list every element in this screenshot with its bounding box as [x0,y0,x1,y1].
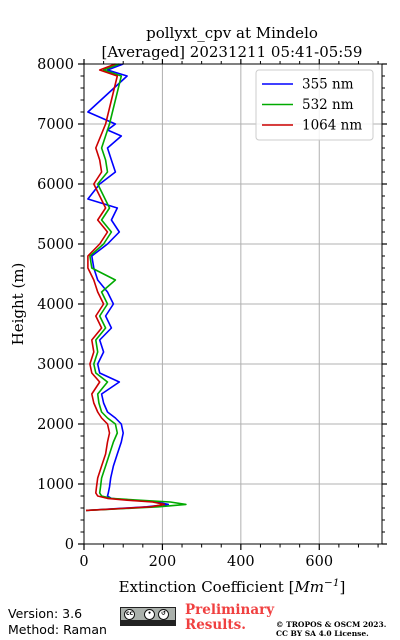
copyright-line1: © TROPOS & OSCM 2023. [276,620,387,629]
cc-badge-strip [121,620,175,625]
x-axis-unit-base: Mm [293,578,324,596]
cc-license-badge: cc • ↺ [120,607,176,626]
by-icon: • [144,609,155,620]
version-text: Version: 3.6 [8,606,83,621]
preliminary-results-note: Preliminary Results. [185,603,274,633]
series-line-532-nm [85,63,187,512]
series-lines [85,63,187,512]
y-tick-label: 7000 [37,117,74,133]
x-tick-label: 0 [79,554,88,570]
x-tick-label: 400 [227,554,255,570]
cc-icon: cc [124,609,135,620]
axis-ticks: 0 200 400 600010002000300040005000600070008… [37,57,387,570]
y-tick-label: 0 [65,537,74,553]
y-tick-label: 6000 [37,177,74,193]
y-tick-label: 8000 [37,57,74,73]
legend: 355 nm 532 nm 1064 nm [255,69,374,141]
y-tick-label: 3000 [37,357,74,373]
legend-label: 1064 nm [302,118,362,134]
x-tick-label: 600 [305,554,333,570]
x-axis-label: Extinction Coefficient [Mm−1] [119,577,346,596]
y-tick-label: 2000 [37,417,74,433]
chart-title-line2: [Averaged] 20231211 05:41-05:59 [102,43,363,61]
method-text: Method: Raman [8,622,107,637]
y-axis-label: Height (m) [9,263,27,346]
y-tick-label: 5000 [37,237,74,253]
x-axis-label-text: Extinction Coefficient [119,578,284,596]
copyright-note: © TROPOS & OSCM 2023. CC BY SA 4.0 Licen… [276,620,386,638]
x-axis-unit-exp: −1 [324,577,339,589]
series-line-1064-nm [85,63,166,512]
copyright-line2: CC BY SA 4.0 License. [276,629,369,638]
series-line-355-nm [85,63,170,512]
y-tick-label: 4000 [37,297,74,313]
x-tick-label: 200 [149,554,177,570]
chart-title-line1: pollyxt_cpv at Mindelo [146,24,318,42]
legend-label: 355 nm [302,77,354,93]
legend-box [255,69,374,141]
y-tick-label: 1000 [37,477,74,493]
sa-icon: ↺ [158,609,169,620]
preliminary-line1: Preliminary [185,602,275,618]
legend-entries: 355 nm 532 nm 1064 nm [262,77,362,134]
legend-label: 532 nm [302,97,354,113]
preliminary-line2: Results. [185,617,246,633]
